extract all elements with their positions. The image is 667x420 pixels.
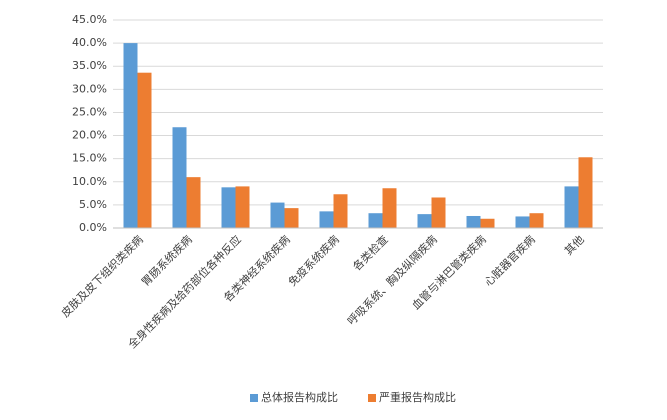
- bar: [431, 197, 446, 228]
- bar: [137, 72, 152, 229]
- x-tick-label: 皮肤及皮下组织类疾病: [58, 232, 146, 320]
- bar: [172, 127, 187, 228]
- y-tick-label: 45.0%: [72, 13, 107, 26]
- y-tick-label: 20.0%: [72, 129, 107, 142]
- bar: [515, 216, 530, 228]
- y-tick-label: 40.0%: [72, 36, 107, 49]
- x-tick-label: 心脏器官疾病: [481, 232, 538, 289]
- bar: [564, 186, 579, 228]
- y-tick-label: 35.0%: [72, 59, 107, 72]
- bar: [466, 215, 481, 228]
- x-tick-label: 呼吸系统、胸及纵隔疾病: [344, 232, 439, 327]
- bar: [480, 218, 495, 228]
- bar: [235, 186, 250, 228]
- y-tick-label: 25.0%: [72, 105, 107, 118]
- bar: [270, 202, 285, 228]
- bar: [368, 213, 383, 228]
- bar: [284, 208, 299, 228]
- legend-swatch: [250, 394, 258, 402]
- bar: [123, 43, 138, 228]
- bar: [417, 214, 432, 228]
- bar: [221, 187, 236, 228]
- x-tick-label: 各类检查: [350, 232, 391, 273]
- y-tick-label: 5.0%: [79, 198, 107, 211]
- legend-swatch: [368, 394, 376, 402]
- y-tick-label: 0.0%: [79, 221, 107, 234]
- x-tick-label: 免疫系统疾病: [285, 232, 342, 289]
- y-tick-label: 10.0%: [72, 175, 107, 188]
- legend-label: 总体报告构成比: [261, 390, 338, 404]
- bar: [319, 211, 334, 228]
- y-tick-label: 30.0%: [72, 82, 107, 95]
- bar: [382, 188, 397, 228]
- bar: [529, 213, 544, 228]
- bar: [333, 194, 348, 228]
- legend-label: 严重报告构成比: [379, 390, 456, 404]
- bar: [578, 157, 593, 228]
- y-tick-label: 15.0%: [72, 152, 107, 165]
- x-tick-label: 其他: [562, 233, 587, 258]
- bar: [186, 177, 201, 228]
